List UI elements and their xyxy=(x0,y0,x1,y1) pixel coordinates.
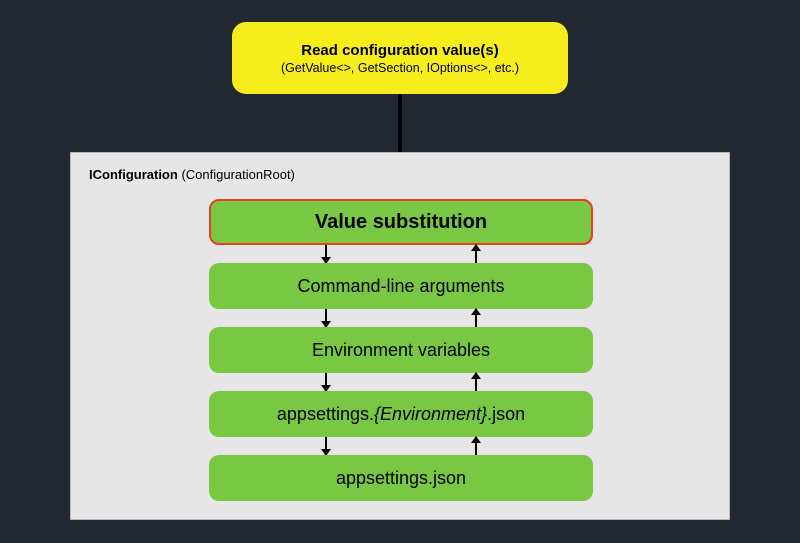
arrow-up-icon xyxy=(471,309,481,327)
arrow-up-icon xyxy=(471,373,481,391)
container-label-rest: (ConfigurationRoot) xyxy=(178,167,295,182)
container-label: IConfiguration (ConfigurationRoot) xyxy=(89,167,295,182)
node-label: Command-line arguments xyxy=(297,276,504,297)
node-appsettings-env: appsettings.{Environment}.json xyxy=(209,391,593,437)
arrow-down-icon xyxy=(321,309,331,327)
connector xyxy=(209,309,593,327)
container-label-bold: IConfiguration xyxy=(89,167,178,182)
arrow-up-icon xyxy=(471,245,481,263)
node-label: appsettings.{Environment}.json xyxy=(277,404,525,425)
connector xyxy=(209,437,593,455)
node-label: Environment variables xyxy=(312,340,490,361)
arrow-down-icon xyxy=(321,373,331,391)
read-config-subtitle: (GetValue<>, GetSection, IOptions<>, etc… xyxy=(281,61,519,75)
node-env-vars: Environment variables xyxy=(209,327,593,373)
connector xyxy=(209,373,593,391)
node-cli-args: Command-line arguments xyxy=(209,263,593,309)
provider-stack: Value substitution Command-line argument… xyxy=(209,199,593,501)
read-config-title: Read configuration value(s) xyxy=(301,42,499,59)
arrow-down-icon xyxy=(321,437,331,455)
node-value-substitution: Value substitution xyxy=(209,199,593,245)
connector xyxy=(209,245,593,263)
node-appsettings: appsettings.json xyxy=(209,455,593,501)
iconfiguration-container: IConfiguration (ConfigurationRoot) Value… xyxy=(70,152,730,520)
node-label: appsettings.json xyxy=(336,468,466,489)
node-label: Value substitution xyxy=(315,211,487,234)
read-config-box: Read configuration value(s) (GetValue<>,… xyxy=(232,22,568,94)
arrow-down-icon xyxy=(321,245,331,263)
arrow-up-icon xyxy=(471,437,481,455)
